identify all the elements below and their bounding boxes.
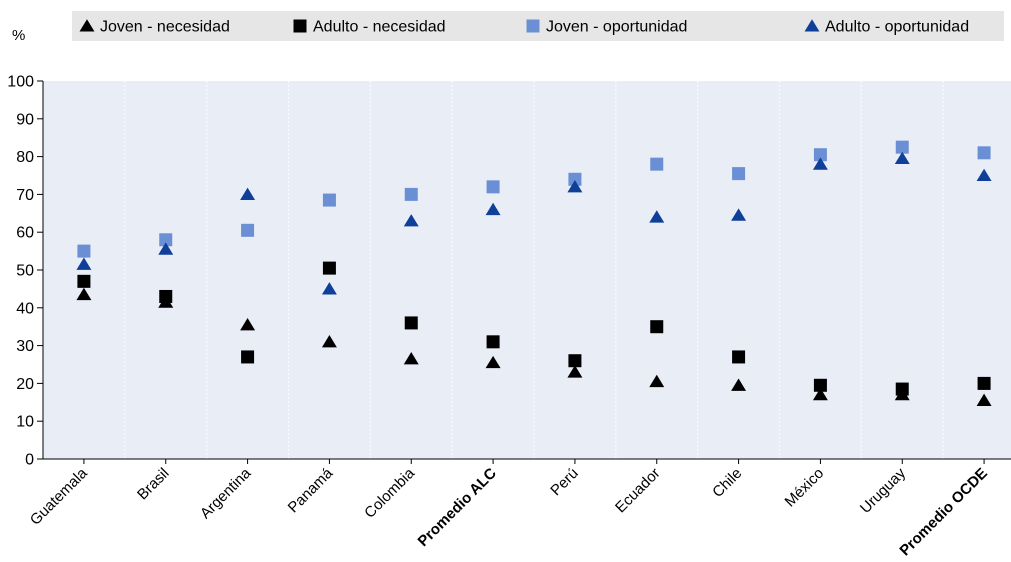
point-joven-necesidad-mexico — [812, 387, 828, 401]
legend-label: Joven - necesidad — [100, 19, 230, 36]
x-tick-label-promedio-ocde: Promedio OCDE — [896, 465, 991, 560]
point-adulto-necesidad-chile — [732, 350, 746, 364]
plot-area — [43, 81, 1011, 459]
y-tick-label: 50 — [16, 263, 34, 280]
series-adulto-necesidad — [77, 261, 991, 396]
legend-item-joven-oportunidad: Joven - oportunidad — [526, 19, 687, 36]
point-joven-oportunidad-argentina — [241, 223, 255, 237]
y-tick-label: 60 — [16, 225, 34, 242]
point-joven-oportunidad-brasil — [159, 233, 173, 247]
y-tick-label: 20 — [16, 376, 34, 393]
legend: Joven - necesidad Adulto - necesidad Joven… — [79, 19, 969, 36]
point-joven-oportunidad-chile — [732, 167, 746, 181]
point-adulto-necesidad-promedio-alc — [486, 335, 500, 349]
point-adulto-necesidad-colombia — [404, 316, 418, 330]
legend-label: Adulto - oportunidad — [825, 19, 969, 36]
y-tick-label: 80 — [16, 149, 34, 166]
y-tick-label: 10 — [16, 414, 34, 431]
point-adulto-necesidad-brasil — [159, 289, 173, 303]
y-tick-label: 30 — [16, 338, 34, 355]
point-joven-necesidad-promedio-alc — [485, 355, 501, 369]
legend-label: Adulto - necesidad — [313, 19, 446, 36]
legend-label: Joven - oportunidad — [546, 19, 687, 36]
point-adulto-oportunidad-colombia — [403, 214, 419, 227]
point-adulto-necesidad-peru — [568, 354, 582, 368]
point-joven-necesidad-argentina — [240, 318, 256, 331]
point-joven-necesidad-colombia — [403, 352, 419, 365]
point-joven-oportunidad-colombia — [404, 187, 418, 201]
legend-marker — [526, 19, 540, 33]
x-axis: Guatemala Brasil Argentina Panamá ColombiaPr… — [27, 458, 1011, 560]
y-tick-label: 70 — [16, 187, 34, 204]
point-joven-necesidad-chile — [731, 378, 747, 391]
point-joven-oportunidad-ecuador — [650, 157, 664, 171]
y-tick-label: 40 — [16, 300, 34, 317]
point-joven-necesidad-promedio-ocde — [976, 393, 992, 406]
point-adulto-oportunidad-peru — [567, 180, 583, 193]
point-adulto-necesidad-uruguay — [895, 382, 909, 396]
series-adulto-oportunidad — [76, 151, 992, 295]
y-axis: 0 10 20 30 40 50 60 70 80 90 100 — [7, 74, 44, 469]
point-adulto-oportunidad-panama — [321, 282, 337, 295]
y-axis-unit-label: % — [12, 27, 25, 44]
x-tick-label-panama: Panamá — [285, 464, 337, 516]
point-joven-oportunidad-promedio-alc — [486, 180, 500, 194]
point-adulto-necesidad-promedio-ocde — [977, 376, 991, 390]
point-adulto-necesidad-mexico — [813, 378, 827, 392]
point-adulto-oportunidad-promedio-alc — [485, 202, 501, 216]
point-joven-oportunidad-uruguay — [895, 140, 909, 154]
point-adulto-necesidad-panama — [322, 261, 336, 275]
x-tick-label-promedio-alc: Promedio ALC — [415, 465, 500, 550]
point-adulto-oportunidad-promedio-ocde — [976, 168, 992, 182]
point-adulto-oportunidad-guatemala — [76, 257, 92, 270]
point-joven-oportunidad-panama — [322, 193, 336, 207]
data-points — [76, 140, 992, 406]
x-tick-label-guatemala: Guatemala — [27, 464, 91, 528]
legend-item-joven-necesidad: Joven - necesidad — [79, 19, 230, 36]
x-tick-label-colombia: Colombia — [361, 464, 418, 521]
point-adulto-oportunidad-mexico — [812, 157, 828, 170]
point-joven-necesidad-ecuador — [649, 374, 665, 388]
point-joven-oportunidad-peru — [568, 172, 582, 186]
point-joven-necesidad-panama — [321, 335, 337, 348]
legend-marker — [293, 19, 307, 33]
point-adulto-necesidad-guatemala — [77, 274, 91, 288]
legend-marker — [79, 19, 95, 32]
point-adulto-oportunidad-ecuador — [649, 210, 665, 223]
x-tick-label-chile: Chile — [709, 465, 745, 501]
y-tick-label: 100 — [7, 74, 34, 91]
series-joven-oportunidad — [77, 140, 991, 258]
point-joven-necesidad-guatemala — [76, 287, 92, 301]
point-joven-necesidad-peru — [567, 365, 583, 378]
point-adulto-necesidad-argentina — [241, 350, 255, 364]
y-tick-label: 90 — [16, 111, 34, 128]
point-adulto-oportunidad-argentina — [240, 187, 256, 200]
x-tick-label-mexico: México — [782, 465, 828, 511]
point-adulto-oportunidad-chile — [731, 208, 747, 221]
legend-marker — [804, 19, 820, 32]
x-tick-label-brasil: Brasil — [134, 465, 173, 504]
point-adulto-necesidad-ecuador — [650, 320, 664, 334]
x-tick-label-ecuador: Ecuador — [612, 465, 664, 517]
legend-item-adulto-necesidad: Adulto - necesidad — [293, 19, 446, 36]
category-separators — [124, 81, 944, 459]
y-tick-label: 0 — [25, 452, 34, 469]
x-tick-label-peru: Perú — [547, 465, 581, 499]
point-adulto-oportunidad-brasil — [158, 242, 174, 255]
legend-item-adulto-oportunidad: Adulto - oportunidad — [804, 19, 969, 36]
x-tick-label-argentina: Argentina — [197, 464, 255, 522]
point-joven-oportunidad-mexico — [813, 148, 827, 162]
point-adulto-oportunidad-uruguay — [894, 151, 910, 165]
x-tick-label-uruguay: Uruguay — [857, 464, 909, 516]
point-joven-oportunidad-guatemala — [77, 244, 91, 258]
point-joven-oportunidad-promedio-ocde — [977, 146, 991, 160]
